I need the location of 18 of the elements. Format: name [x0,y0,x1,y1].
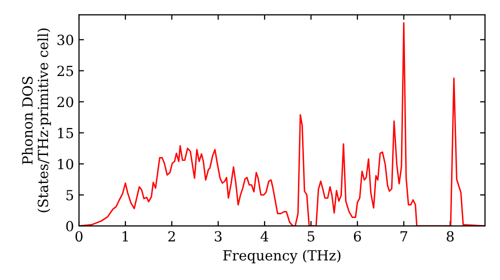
y-tick-label: 30 [58,34,74,46]
y-tick-label: 0 [66,220,74,232]
x-tick-label: 7 [400,231,408,242]
y-tick-label: 15 [58,128,74,138]
x-tick-label: 6 [354,231,361,242]
x-axis-title: Frequency (THz) [223,250,340,264]
x-tick-label: 0 [75,231,82,242]
y-tick-label: 10 [58,158,74,170]
x-tick-label: 3 [214,231,222,242]
y-tick-label: 5 [66,190,74,200]
y-axis-title: Phonon DOS (States/THz·primitive cell) [22,28,51,212]
x-tick-label: 8 [446,231,454,242]
x-tick-label: 4 [260,231,268,242]
y-tick-label: 20 [57,96,74,108]
x-tick-label: 5 [308,231,314,242]
x-tick-label: 1 [122,231,128,242]
x-tick-label: 2 [168,231,175,242]
y-tick-label: 25 [57,66,74,76]
